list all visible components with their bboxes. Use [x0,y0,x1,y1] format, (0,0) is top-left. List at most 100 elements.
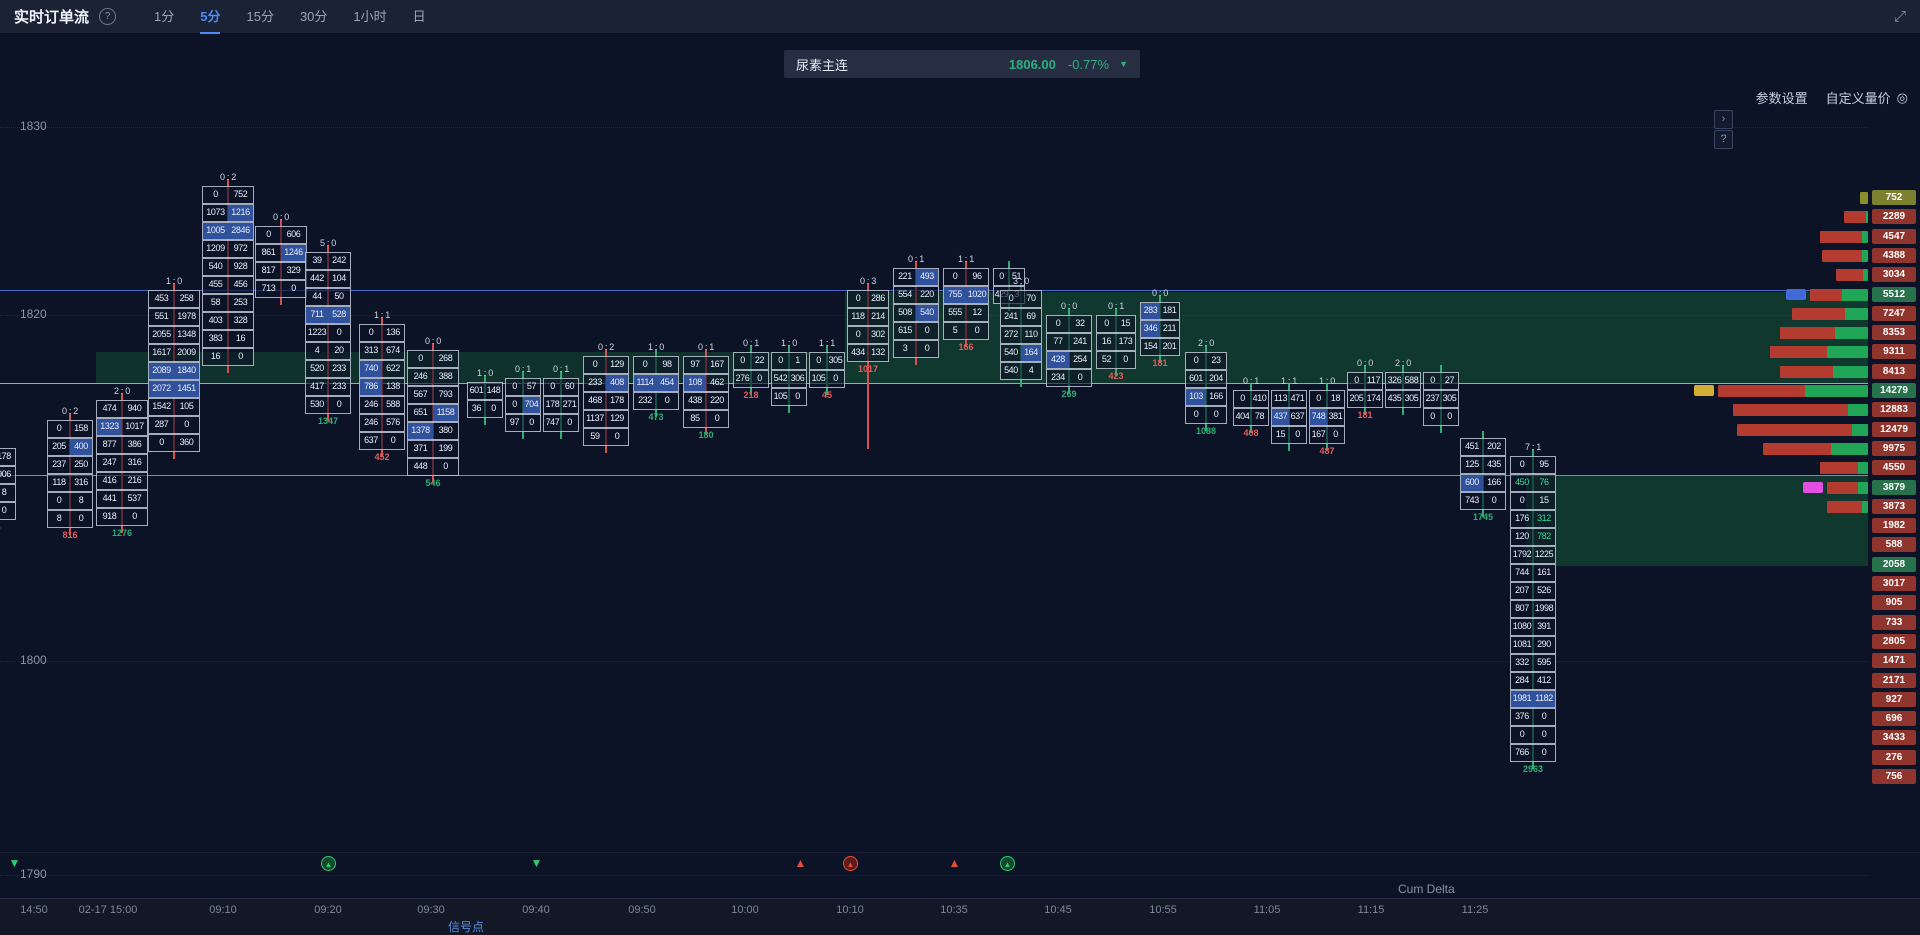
footprint-row: 428 254 [1046,351,1092,369]
volume-profile-label: 14279 [1872,383,1916,398]
footprint-row: 36 0 [467,400,503,418]
bid-volume: 0 [1519,495,1525,505]
footprint-row: 453 258 [148,290,200,308]
volume-profile-label: 1982 [1872,518,1916,533]
footprint-row: 2055 1348 [148,326,200,344]
ask-volume: 201 [1162,341,1177,351]
footprint-row: 207 526 [1510,582,1556,600]
bid-volume: 416 [102,475,117,485]
timeframe-tab-1小时[interactable]: 1小时 [353,8,387,24]
footprint-row: 542 306 [771,370,807,388]
bid-volume: 16 [1101,336,1112,346]
ask-volume: 15 [1120,318,1131,328]
volume-profile-label: 12479 [1872,422,1916,437]
custom-volume-button[interactable]: 自定义量价 [1825,91,1891,106]
footprint-row: 555 12 [943,304,989,322]
footprint-row: 918 0 [96,508,148,526]
ask-volume: 2846 [228,223,253,239]
ask-volume: 117 [1366,375,1381,385]
footprint-row: 176 312 [1510,510,1556,528]
params-settings-button[interactable]: 参数设置 [1755,91,1808,106]
chart-help-button[interactable]: ? [1714,130,1733,149]
footprint-row: 0 32 [1046,315,1092,333]
time-axis-label: 10:00 [731,904,759,916]
bid-volume: 326 [1387,375,1402,385]
bid-volume: 551 [154,311,169,321]
imbalance-header: 0 : 1 [1242,376,1259,386]
fullscreen-icon[interactable]: ⤢ [1893,8,1906,25]
ask-volume: 454 [656,375,678,391]
footprint-row: 0 18 [1309,390,1345,408]
ask-volume: 1020 [966,287,988,303]
ask-volume: 305 [828,355,843,365]
ask-volume: 1840 [174,363,199,379]
volume-profile-label: 905 [1872,595,1916,610]
volume-profile-label: 588 [1872,537,1916,552]
timeframe-tab-1分[interactable]: 1分 [154,8,175,24]
footprint-row: 376 0 [1510,708,1556,726]
footprint-row: 637 0 [359,432,405,450]
imbalance-header: 0 : 1 [742,338,759,348]
delta-footer: 1347 [317,416,339,426]
bid-volume: 435 [1387,393,1402,403]
timeframe-tab-15分[interactable]: 15分 [246,8,274,24]
ask-volume: 290 [1537,639,1551,649]
panel-collapse-button[interactable]: › [1714,110,1733,129]
footprint-row: 615 0 [893,322,939,340]
symbol-name: 尿素主连 [796,57,849,73]
volume-profile-label: 8353 [1872,325,1916,340]
bid-volume: 0 [1104,318,1109,328]
ask-volume: 27 [1444,375,1455,385]
footprint-row: 97 167 [683,356,729,374]
footprint-row: 287 0 [148,416,200,434]
ask-volume: 752 [233,189,248,199]
footprint-row: 786 138 [359,378,405,396]
target-icon[interactable]: ◎ [1896,89,1908,105]
ask-volume: 250 [74,459,88,469]
bid-volume: 0 [952,271,958,281]
bid-volume: 1223 [307,327,327,337]
ask-volume: 98 [662,359,672,369]
time-axis-label: 10:10 [836,904,864,916]
volume-profile-bar [1820,231,1868,243]
ask-volume: 595 [1537,657,1551,667]
ask-volume: 576 [386,417,400,427]
delta-footer: 2963 [1522,764,1544,774]
bid-volume: 237 [52,459,66,469]
bid-volume: 58 [210,297,221,307]
time-axis-label: 10:55 [1149,904,1177,916]
symbol-selector[interactable]: 尿素主连 1806.00 -0.77% ▼ [784,50,1140,78]
volume-profile-label: 12883 [1872,402,1916,417]
ask-volume: 1451 [174,381,199,397]
ask-volume: 388 [438,371,453,381]
bid-volume: 417 [310,381,324,391]
volume-profile-label: 4547 [1872,229,1916,244]
imbalance-header: 0 : 3 [859,276,876,286]
timeframe-tab-日[interactable]: 日 [412,8,426,24]
bid-volume: 272 [1004,329,1018,339]
ask-volume: 271 [562,399,577,409]
footprint-row: 167 0 [1309,426,1345,444]
bid-volume: 766 [1515,747,1529,757]
footprint-row: 0 22 [733,352,769,370]
bid-volume: 540 [208,261,223,271]
footprint-row: 403 328 [202,312,254,330]
bid-volume: 404 [1235,411,1250,421]
time-axis-strip[interactable] [0,898,1920,935]
signal-points-label[interactable]: 信号点 [448,920,485,934]
footprint-row: 474 940 [96,400,148,418]
footprint-row: 540 928 [202,258,254,276]
footprint-row: 97 0 [505,414,541,432]
ask-volume: 95 [1539,459,1549,469]
timeframe-tab-5分[interactable]: 5分 [200,0,221,34]
timeframe-tab-30分[interactable]: 30分 [299,8,328,24]
bid-volume: 554 [898,289,912,299]
ask-volume: 0 [132,511,137,521]
help-icon[interactable]: ? [99,8,117,25]
chevron-down-icon: ▼ [1119,59,1128,69]
footprint-row: 1542 105 [148,398,200,416]
imbalance-header: 0 : 2 [219,172,236,182]
footprint-row: 861 1246 [255,244,307,262]
footprint-row: 77 241 [1046,333,1092,351]
bid-volume: 520 [310,363,324,373]
